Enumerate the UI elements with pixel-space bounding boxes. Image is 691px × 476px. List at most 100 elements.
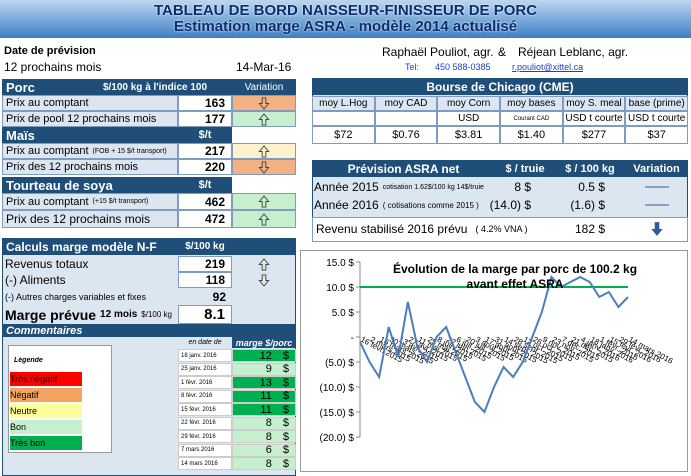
tel: 450 588-0385 xyxy=(435,62,491,72)
date-label: Date de prévision xyxy=(4,45,96,57)
col-header: moy S. meal xyxy=(562,96,626,111)
row-label: (-) Autres charges variables et fixes xyxy=(5,292,147,302)
shape xyxy=(258,112,270,126)
unit-cell xyxy=(374,111,438,126)
margin-cell: 11 $ xyxy=(232,403,296,416)
margin-value: 8.1 xyxy=(178,305,232,324)
legend-title: Légende xyxy=(14,357,43,364)
y-tick-label: - xyxy=(351,333,354,344)
value: 8 $ xyxy=(514,180,531,194)
period: 12 mois xyxy=(100,309,138,320)
arrow-down xyxy=(258,273,270,287)
y-tick-label: (5.0) $ xyxy=(325,358,354,369)
value: 163 xyxy=(178,95,232,111)
col-header: moy L.Hog xyxy=(312,96,375,111)
row-label: Revenu stabilisé 2016 prévu ( 4.2% VNA ) xyxy=(316,219,527,239)
data-line xyxy=(359,275,629,414)
section-header: Tourteau de soya xyxy=(2,177,232,193)
variation xyxy=(625,178,688,196)
date-cell: 1 févr. 2016 xyxy=(178,376,232,389)
margin-label: Marge prévue 12 mois $/100 kg xyxy=(5,305,172,324)
shape xyxy=(258,273,270,287)
unit-cell xyxy=(312,111,375,126)
row-label: Prix des 12 prochains mois xyxy=(2,159,178,175)
shape xyxy=(258,212,270,226)
legend-item: Très négatif xyxy=(10,372,82,386)
margin-cell: 9 $ xyxy=(232,362,296,376)
unit-cell: USD t courte xyxy=(625,111,688,126)
legend-item: Bon xyxy=(10,420,82,434)
y-tick-label: (10.0) $ xyxy=(320,383,355,394)
row-label: Prix au comptant (FOB + 15 $/t transport) xyxy=(2,143,178,159)
date-cell: 25 janv. 2016 xyxy=(178,362,232,376)
date-cell: 8 févr. 2016 xyxy=(178,389,232,403)
row-label: (-) Aliments xyxy=(5,273,66,287)
unit: $/100 kg xyxy=(141,310,172,319)
label: Revenu stabilisé 2016 prévu xyxy=(316,222,468,236)
unit-header: $/t xyxy=(178,177,232,193)
arrow-up xyxy=(258,257,270,271)
margin-cell: 11 $ xyxy=(232,389,296,403)
dash xyxy=(644,204,669,206)
value-cell: $1.40 xyxy=(500,126,563,144)
row-label: Prix de pool 12 prochains mois xyxy=(2,111,178,127)
date-cell: 22 févr. 2016 xyxy=(178,416,232,430)
unit-header: $/t xyxy=(178,127,232,143)
value-cell: $0.76 xyxy=(374,126,438,144)
row-label: Prix au comptant xyxy=(2,95,178,111)
col-header: base (prime) xyxy=(625,96,688,111)
col-header: $ / truie xyxy=(495,160,555,177)
date-cell: 14 mars 2016 xyxy=(178,457,232,470)
row-label: Prix des 12 prochains mois xyxy=(2,210,178,228)
value-cell: $72 xyxy=(312,126,375,144)
row-label: Revenus totaux xyxy=(5,257,89,271)
legend-item: Très bon xyxy=(10,436,82,450)
subtitle: Estimation marge ASRA - modèle 2014 actu… xyxy=(173,18,518,35)
variation xyxy=(232,143,296,159)
comments-header: Commentaires xyxy=(2,324,296,337)
author: Raphaël Pouliot, agr. xyxy=(382,45,494,59)
arrow-down xyxy=(258,160,270,174)
value: 220 xyxy=(178,159,232,175)
value: 472 xyxy=(178,210,232,228)
chart-title: Évolution de la marge par porc de 100.2 … xyxy=(392,262,638,291)
note: (+15 $/t transport) xyxy=(92,198,149,205)
margin-cell: 8 $ xyxy=(232,416,296,430)
value-cell: $277 xyxy=(562,126,626,144)
date: 14-Mar-16 xyxy=(236,60,292,74)
value: (1.6) $ xyxy=(570,198,605,212)
value: 118 xyxy=(178,272,232,288)
arrow-up xyxy=(258,144,270,158)
arrow-down xyxy=(258,96,270,110)
y-tick-label: (15.0) $ xyxy=(320,408,355,419)
label: Prix au comptant xyxy=(6,195,89,208)
variation xyxy=(625,196,688,214)
value: 219 xyxy=(178,256,232,272)
note: cotisation 1.62$/100 kg 14$/truie xyxy=(382,183,484,191)
y-tick-label: (20.0) $ xyxy=(320,433,355,444)
shape xyxy=(650,222,663,236)
row-label: Prix au comptant (+15 $/t transport) xyxy=(2,193,178,210)
shape xyxy=(258,160,270,174)
revenue-row xyxy=(312,217,688,242)
unit-cell: Courant CAD xyxy=(500,111,563,126)
value-cell: $37 xyxy=(625,126,688,144)
section-header: Bourse de Chicago (CME) xyxy=(312,78,688,95)
row-label: Année 2015 cotisation 1.62$/100 kg 14$/tr… xyxy=(314,178,484,196)
margin-cell: 8 $ xyxy=(232,430,296,443)
legend-item: Négatif xyxy=(10,388,82,402)
shape xyxy=(258,257,270,271)
value: 177 xyxy=(178,111,232,127)
label: Année 2016 xyxy=(314,198,379,212)
title-band: TABLEAU DE BORD NAISSEUR-FINISSEUR DE PO… xyxy=(0,0,691,38)
email[interactable]: r.pouliot@xittel.ca xyxy=(512,62,584,72)
value: (14.0) $ xyxy=(489,198,531,212)
col-header: $ / 100 kg xyxy=(555,160,625,177)
col-header: marge $/porc xyxy=(232,337,296,348)
unit-header: $/100 kg à l'indice 100 xyxy=(80,79,230,95)
shape xyxy=(258,195,270,208)
variation xyxy=(232,159,296,175)
value: 462 xyxy=(178,193,232,210)
